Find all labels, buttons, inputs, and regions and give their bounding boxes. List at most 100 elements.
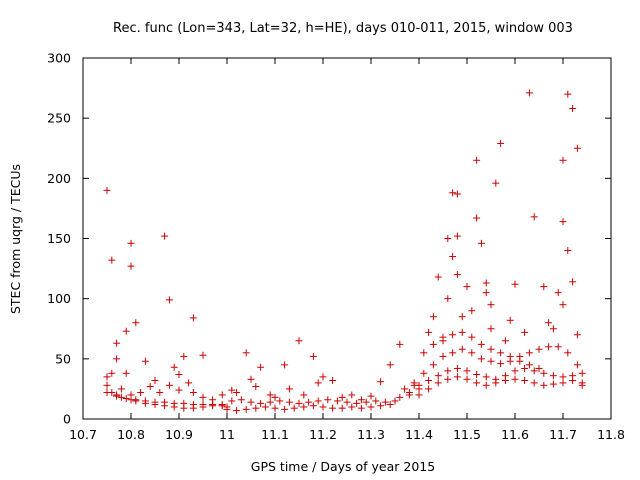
data-point — [362, 398, 370, 406]
data-point — [242, 405, 250, 413]
data-point — [161, 398, 169, 406]
data-point — [453, 364, 461, 372]
data-point — [271, 393, 279, 401]
data-point — [530, 379, 538, 387]
data-point — [141, 397, 149, 405]
data-point — [113, 339, 121, 347]
data-point — [521, 364, 529, 372]
data-point — [501, 337, 509, 345]
data-point — [319, 373, 327, 381]
data-point — [453, 373, 461, 381]
data-point — [338, 404, 346, 412]
data-point — [189, 401, 197, 409]
x-tick-label: 11.3 — [357, 427, 385, 442]
y-tick-label: 50 — [55, 351, 71, 366]
data-point — [511, 375, 519, 383]
data-point — [497, 360, 505, 368]
data-point — [578, 369, 586, 377]
data-point — [549, 325, 557, 333]
data-point — [545, 343, 553, 351]
data-point — [497, 139, 505, 147]
data-point — [434, 372, 442, 380]
data-point — [482, 289, 490, 297]
data-point — [237, 396, 245, 404]
data-point — [189, 314, 197, 322]
data-point — [175, 370, 183, 378]
data-point — [559, 301, 567, 309]
data-point — [367, 403, 375, 411]
data-point — [487, 325, 495, 333]
data-point — [463, 367, 471, 375]
data-point — [540, 381, 548, 389]
data-point — [458, 313, 466, 321]
y-axis-label: STEC from uqrg / TECUs — [8, 164, 23, 314]
x-tick-label: 11.7 — [549, 427, 577, 442]
data-point — [415, 391, 423, 399]
data-point — [391, 397, 399, 405]
chart-title: Rec. func (Lon=343, Lat=32, h=HE), days … — [113, 21, 573, 36]
data-point — [141, 357, 149, 365]
data-point — [228, 397, 236, 405]
data-point — [559, 379, 567, 387]
data-point — [444, 367, 452, 375]
data-point — [199, 351, 207, 359]
data-point — [525, 361, 533, 369]
data-point — [180, 352, 188, 360]
data-point — [429, 340, 437, 348]
data-point — [559, 373, 567, 381]
data-point — [127, 262, 135, 270]
data-point — [477, 239, 485, 247]
data-point — [415, 381, 423, 389]
data-point — [468, 349, 476, 357]
data-point — [175, 386, 183, 394]
data-point — [122, 369, 130, 377]
data-point — [247, 398, 255, 406]
data-point — [329, 376, 337, 384]
data-point — [271, 404, 279, 412]
data-point — [444, 295, 452, 303]
data-point — [117, 385, 125, 393]
data-point — [578, 381, 586, 389]
data-point — [540, 283, 548, 291]
y-tick-label: 150 — [47, 231, 71, 246]
data-point — [573, 144, 581, 152]
data-point — [573, 331, 581, 339]
data-point — [108, 256, 116, 264]
data-point — [276, 397, 284, 405]
plot-frame — [82, 57, 612, 420]
data-point — [473, 370, 481, 378]
data-point — [132, 319, 140, 327]
x-tick-label: 11 — [219, 427, 235, 442]
x-tick-label: 10.9 — [165, 427, 193, 442]
data-point — [357, 396, 365, 404]
data-point — [329, 404, 337, 412]
data-point — [170, 363, 178, 371]
data-points — [103, 89, 586, 415]
data-point — [521, 328, 529, 336]
data-point — [434, 273, 442, 281]
data-point — [103, 186, 111, 194]
data-point — [151, 398, 159, 406]
y-tick-label: 200 — [47, 171, 71, 186]
data-point — [122, 395, 130, 403]
data-point — [348, 391, 356, 399]
data-point — [281, 361, 289, 369]
data-point — [525, 89, 533, 97]
data-point — [521, 376, 529, 384]
data-point — [252, 383, 260, 391]
data-point — [564, 90, 572, 98]
data-point — [487, 301, 495, 309]
data-point — [549, 372, 557, 380]
data-point — [137, 389, 145, 397]
data-point — [525, 349, 533, 357]
data-point — [305, 398, 313, 406]
data-point — [285, 398, 293, 406]
data-point — [108, 369, 116, 377]
data-point — [132, 396, 140, 404]
data-point — [127, 239, 135, 247]
data-point — [463, 283, 471, 291]
data-point — [146, 383, 154, 391]
data-point — [156, 389, 164, 397]
data-point — [381, 398, 389, 406]
data-point — [377, 378, 385, 386]
